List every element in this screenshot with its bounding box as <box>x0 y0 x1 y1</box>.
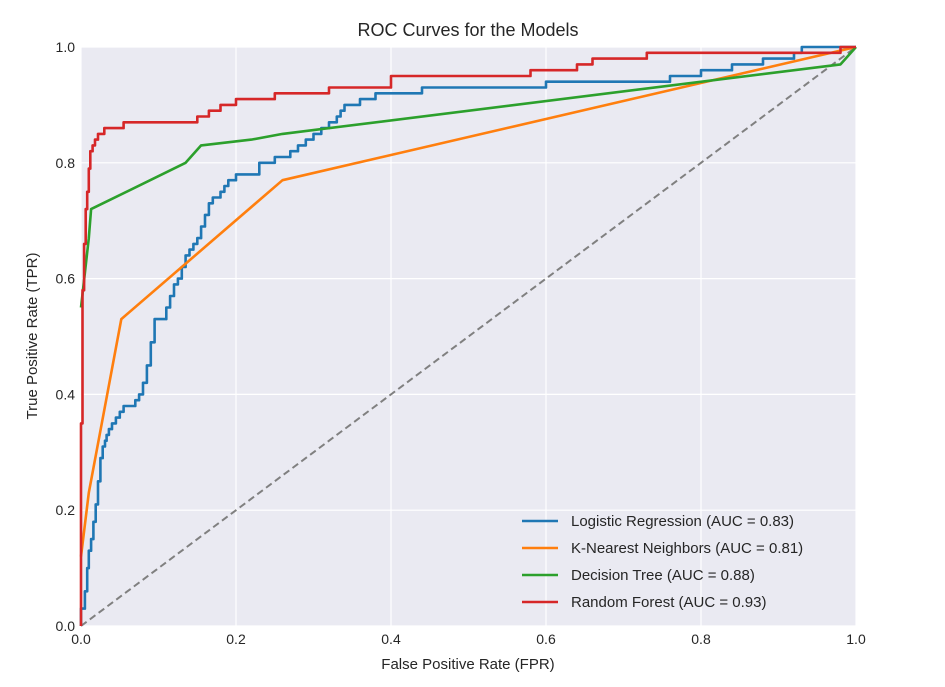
series-line-1 <box>79 45 856 626</box>
x-tick-label: 0.4 <box>381 631 401 647</box>
x-tick-label: 1.0 <box>846 631 866 647</box>
x-tick-label: 0.2 <box>226 631 246 647</box>
x-axis-label: False Positive Rate (FPR) <box>381 656 554 673</box>
y-axis-label: True Positive Rate (TPR) <box>24 253 41 420</box>
series-line-4 <box>79 45 856 626</box>
x-tick-label: 0.6 <box>536 631 556 647</box>
x-tick-labels: 0.0 0.2 0.4 0.6 0.8 1.0 <box>71 631 866 647</box>
series-lines <box>79 45 857 626</box>
y-tick-label: 0.8 <box>56 155 76 171</box>
y-tick-label: 1.0 <box>56 39 76 55</box>
y-tick-label: 0.4 <box>56 386 76 402</box>
legend-entry: Logistic Regression (AUC = 0.83) <box>571 513 794 530</box>
legend: Logistic Regression (AUC = 0.83) K-Neares… <box>522 513 803 611</box>
y-tick-labels: 0.0 0.2 0.4 0.6 0.8 1.0 <box>56 39 76 634</box>
chart-title: ROC Curves for the Models <box>357 20 578 40</box>
y-tick-label: 0.0 <box>56 618 76 634</box>
legend-entry: Random Forest (AUC = 0.93) <box>571 594 767 611</box>
series-line-3 <box>79 46 857 308</box>
y-tick-label: 0.6 <box>56 271 76 287</box>
legend-entry: K-Nearest Neighbors (AUC = 0.81) <box>571 540 803 557</box>
x-tick-label: 0.0 <box>71 631 91 647</box>
y-tick-label: 0.2 <box>56 502 76 518</box>
x-tick-label: 0.8 <box>691 631 711 647</box>
legend-entry: Decision Tree (AUC = 0.88) <box>571 567 755 584</box>
series-line-2 <box>79 45 857 557</box>
reference-diagonal-line <box>80 46 857 627</box>
grid-lines <box>80 46 857 627</box>
